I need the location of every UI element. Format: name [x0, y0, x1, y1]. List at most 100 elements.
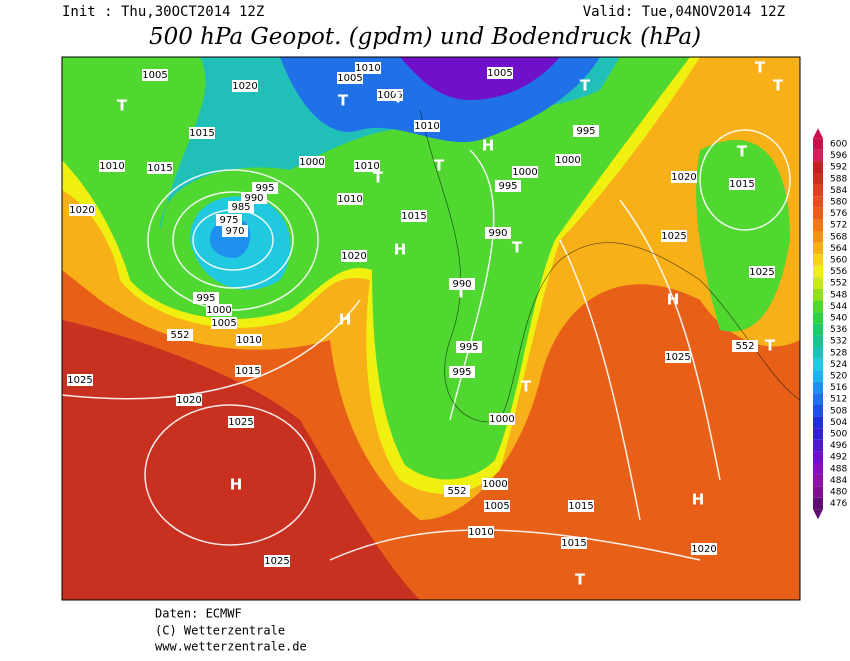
isobar-label: 1010	[355, 63, 380, 74]
scale-label: 552	[830, 279, 847, 289]
scale-label: 476	[830, 499, 847, 509]
isobar-label: 1005	[484, 501, 509, 512]
pressure-center: H	[339, 311, 352, 329]
scale-swatch	[813, 254, 823, 266]
scale-swatch	[813, 231, 823, 243]
isobar-label-bg	[216, 214, 242, 226]
isobar-label-bg	[354, 160, 380, 172]
isobar-label: 990	[244, 193, 263, 204]
scale-swatch	[813, 277, 823, 289]
isobar-label: 990	[452, 279, 471, 290]
isobar-label: 1005	[377, 90, 402, 101]
pressure-center: T	[521, 378, 532, 396]
isobar-label: 970	[225, 226, 244, 237]
scale-swatch	[813, 347, 823, 359]
isobar-label: 1015	[235, 366, 260, 377]
pressure-center: T	[575, 571, 586, 589]
isobar-label: 995	[196, 293, 215, 304]
pressure-center: H	[692, 491, 705, 509]
scale-swatch	[813, 184, 823, 197]
isobar-label: 1010	[99, 161, 124, 172]
isobar-label: 990	[488, 228, 507, 239]
isobar-label: 995	[459, 342, 478, 353]
isobar-label: 552	[735, 341, 754, 352]
isobar-label: 1025	[264, 556, 289, 567]
isobar-label-bg	[355, 62, 381, 74]
scale-label: 528	[830, 348, 847, 358]
scale-label: 536	[830, 325, 847, 335]
isobar-label-bg	[337, 72, 363, 84]
pressure-center: T	[338, 92, 349, 110]
scale-label: 512	[830, 395, 847, 405]
scale-swatch	[813, 486, 823, 498]
footer-line: (C) Wetterzentrale	[155, 624, 285, 638]
scale-swatch	[813, 289, 823, 301]
isobar-label-bg	[236, 334, 262, 346]
isobar-label-bg	[449, 366, 475, 378]
scale-label: 524	[830, 360, 847, 370]
pressure-center: T	[755, 59, 766, 77]
isobar-label: 1005	[487, 68, 512, 79]
isobar-label-bg	[235, 365, 261, 377]
isobar-label-bg	[167, 329, 193, 341]
scale-label: 516	[830, 383, 847, 393]
scale-label: 600	[830, 140, 847, 150]
isobar-label: 1000	[512, 167, 537, 178]
isobar-label-bg	[484, 500, 510, 512]
isobar-label-bg	[264, 555, 290, 567]
isobar-label-bg	[732, 340, 758, 352]
isobar-label: 1020	[176, 395, 201, 406]
isobar-label: 995	[452, 367, 471, 378]
scale-label: 488	[830, 464, 847, 474]
isobar-label: 1000	[299, 157, 324, 168]
isobar-label-bg	[555, 154, 581, 166]
pressure-center: T	[580, 77, 591, 95]
isobar-label: 1010	[354, 161, 379, 172]
scale-swatch	[813, 300, 823, 313]
isobar-label: 1020	[691, 544, 716, 555]
isobar-label: 1020	[69, 205, 94, 216]
scale-label: 580	[830, 198, 847, 208]
isobar-label-bg	[468, 526, 494, 538]
map-labels: 1005 1005 10051010101010051020101510151010…	[67, 59, 784, 589]
isobar-label-bg	[749, 266, 775, 278]
isobar-label: 1015	[147, 163, 172, 174]
isobar-label: 995	[498, 181, 517, 192]
scale-swatch	[813, 138, 823, 150]
isobar-label-bg	[99, 160, 125, 172]
scale-swatch	[813, 323, 823, 336]
isobar-label-bg	[691, 543, 717, 555]
isobar-label-bg	[729, 178, 755, 190]
init-time: Init : Thu,30OCT2014 12Z	[62, 4, 264, 20]
isobar-label-bg	[67, 374, 93, 386]
isobar-label-bg	[193, 292, 219, 304]
isobar-label: 1005	[142, 70, 167, 81]
isobar-label: 1025	[665, 352, 690, 363]
scale-label: 496	[830, 441, 847, 451]
isobar-label: 1000	[206, 305, 231, 316]
isobar-label-bg	[69, 204, 95, 216]
pressure-center: T	[434, 157, 445, 175]
scale-swatch	[813, 416, 823, 429]
map-frame	[61, 56, 801, 601]
isobar-label: 1010	[468, 527, 493, 538]
isobar-label-bg	[147, 162, 173, 174]
scale-label: 576	[830, 209, 847, 219]
isobar-label: 1025	[661, 231, 686, 242]
isobar-label-bg	[377, 89, 403, 101]
isobar-label-bg	[401, 210, 427, 222]
scale-label: 556	[830, 267, 847, 277]
isobar-label: 1005	[337, 73, 362, 84]
isobar-label-bg	[489, 413, 515, 425]
scale-swatch	[813, 428, 823, 440]
scale-swatch	[813, 242, 823, 255]
isobar-label-bg	[176, 394, 202, 406]
pressure-center: T	[737, 143, 748, 161]
isobar-label: 975	[219, 215, 238, 226]
isobar-label: 1025	[228, 417, 253, 428]
isobar-label: 552	[447, 486, 466, 497]
scale-label: 572	[830, 221, 847, 231]
isobar-label-bg	[568, 500, 594, 512]
scale-label: 596	[830, 151, 847, 161]
